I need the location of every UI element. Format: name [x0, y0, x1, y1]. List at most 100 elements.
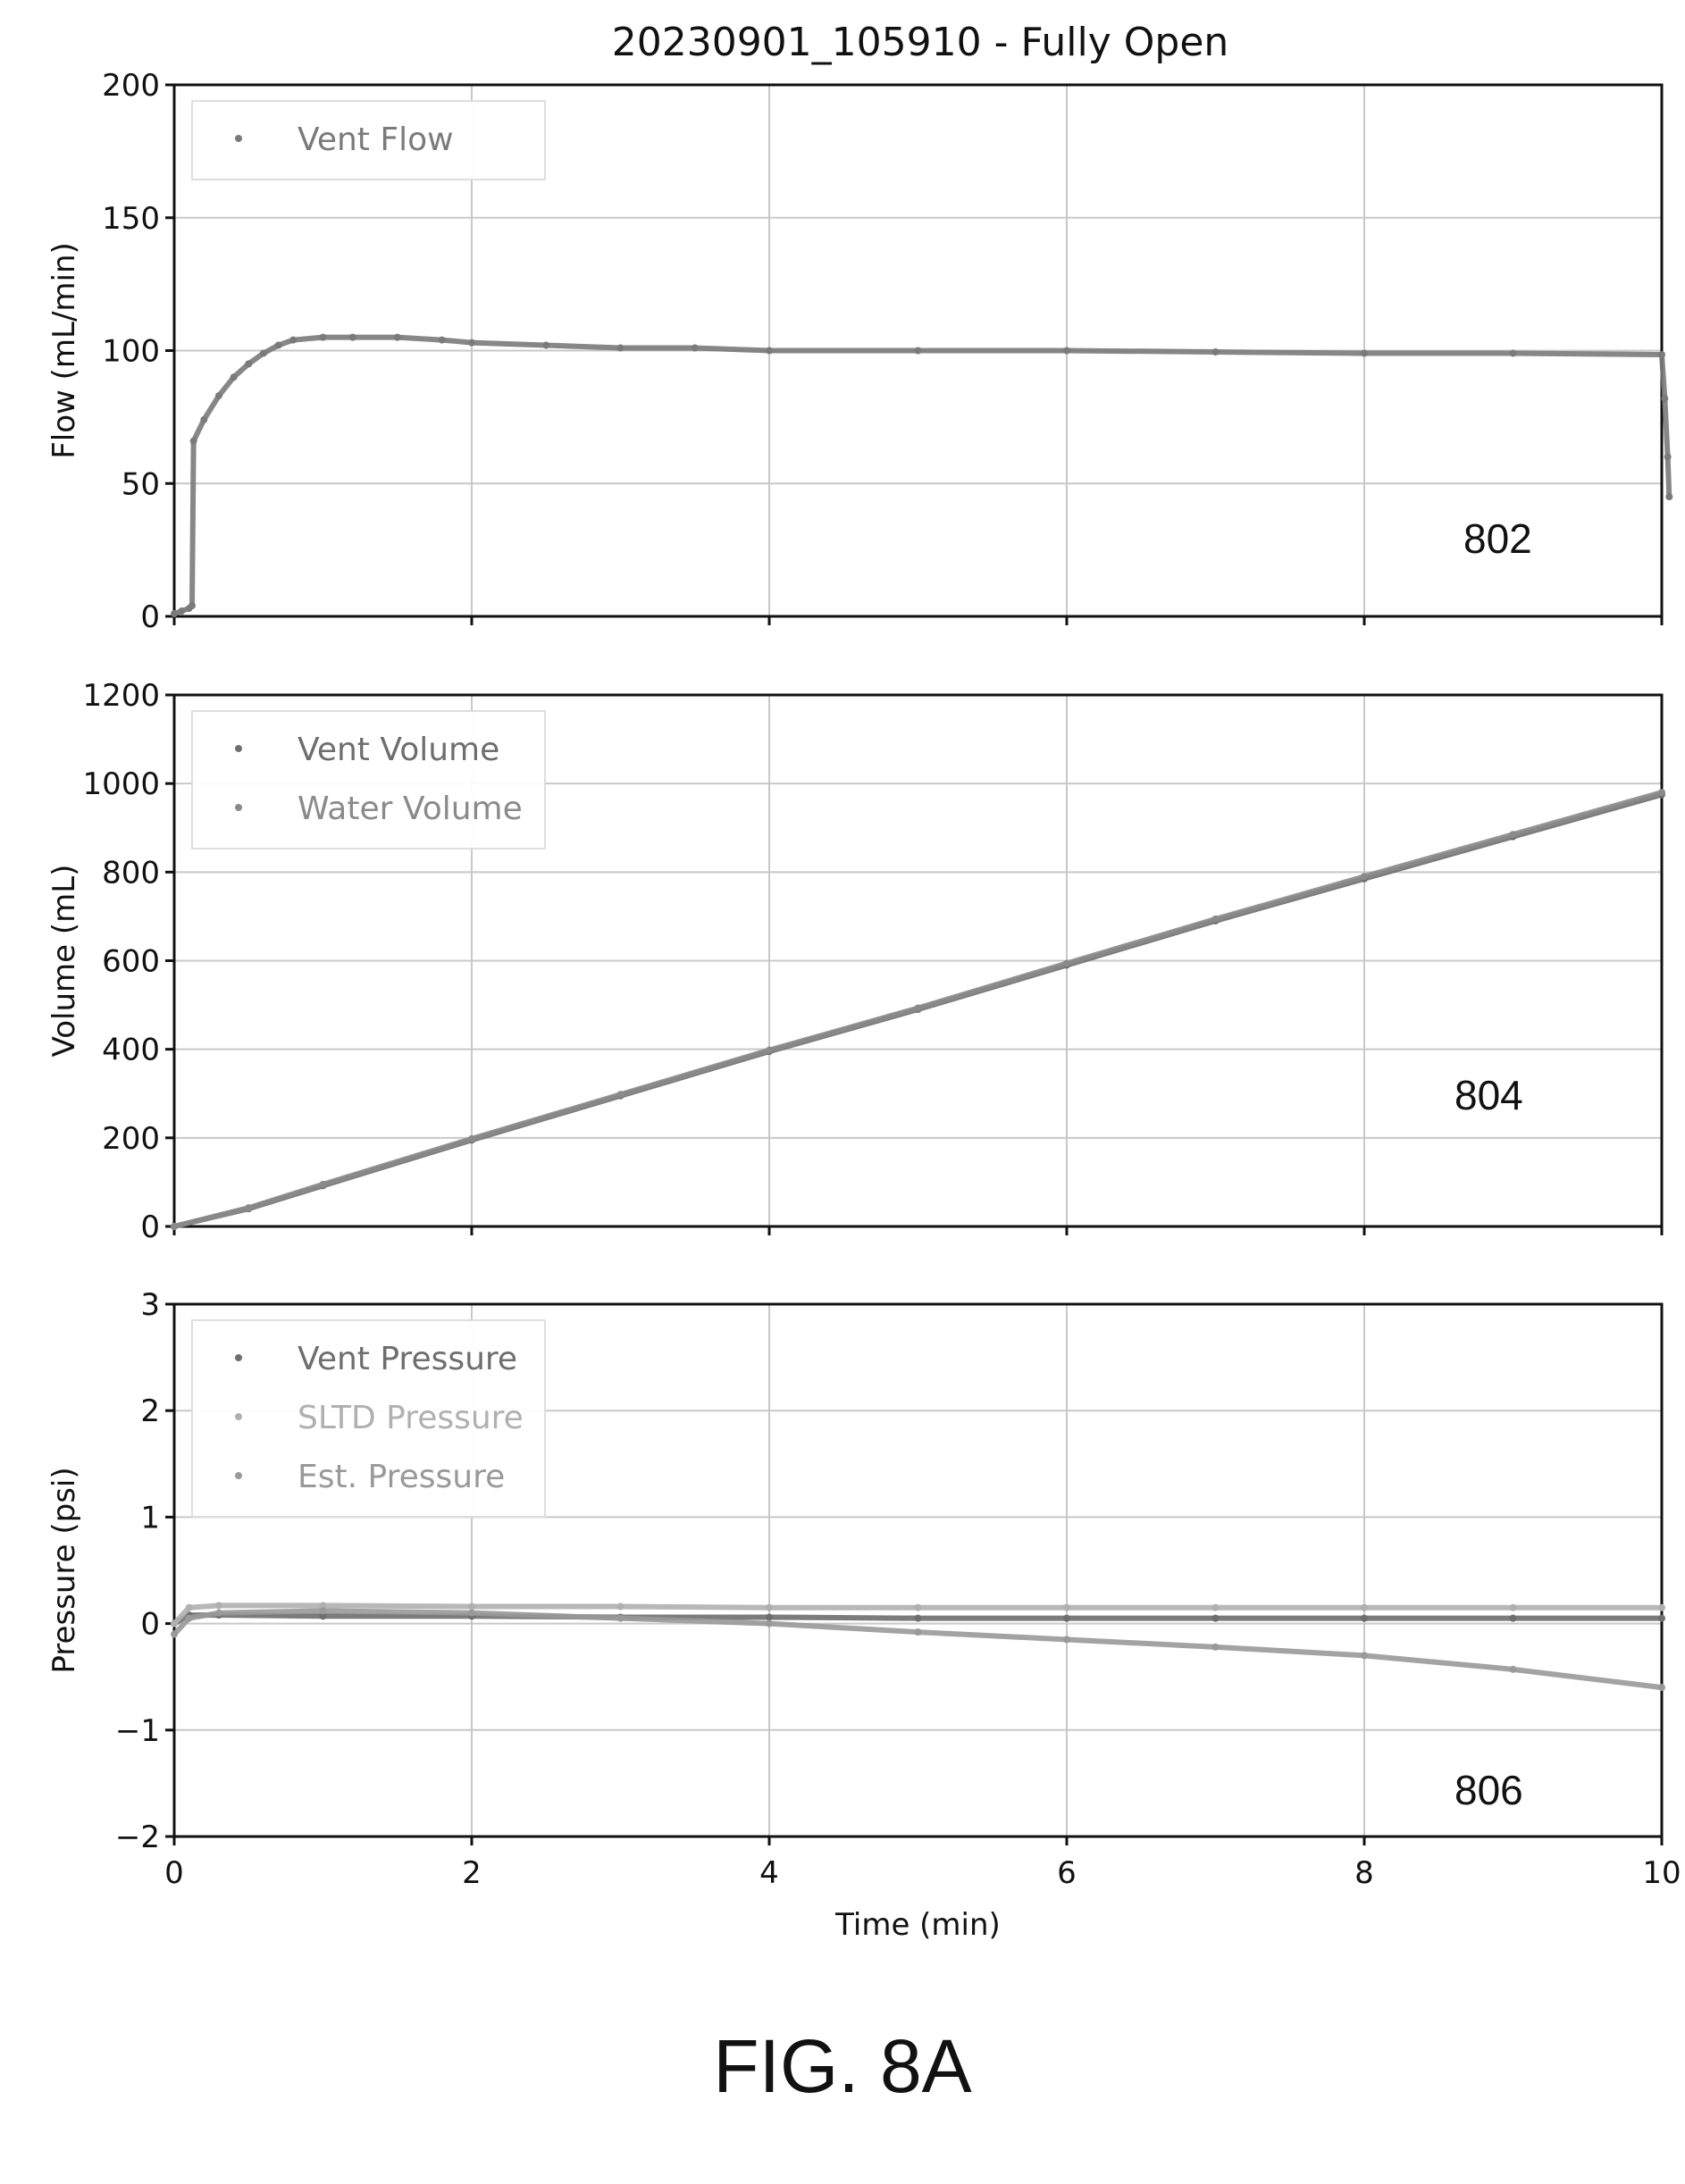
data-point — [1658, 789, 1665, 797]
data-point — [914, 1004, 922, 1012]
data-point — [171, 1223, 178, 1230]
legend-marker — [235, 745, 242, 752]
data-point — [200, 415, 208, 423]
data-point — [1658, 1603, 1665, 1611]
data-point — [245, 360, 253, 368]
data-point — [766, 347, 773, 355]
legend-box — [191, 1319, 546, 1518]
legend-marker — [235, 1354, 242, 1361]
data-point — [766, 1603, 773, 1611]
data-point — [914, 1628, 922, 1636]
panel-802: 0 50 100 150 200 Flow (mL/min) Vent Flow — [46, 68, 1673, 635]
data-point — [616, 1091, 625, 1099]
data-point — [766, 1046, 773, 1054]
data-point — [259, 349, 267, 357]
data-point — [914, 1603, 922, 1611]
data-point — [171, 610, 178, 618]
x-tick-label: 0 — [164, 1855, 184, 1891]
data-point — [1211, 915, 1220, 923]
data-point — [468, 1609, 475, 1617]
y-tick-label: 0 — [140, 1607, 160, 1643]
data-point — [1361, 1652, 1368, 1660]
y-tick-label: 50 — [122, 466, 160, 502]
data-point — [1361, 873, 1368, 881]
legend-label: Vent Flow — [298, 121, 454, 158]
legend-label: Vent Pressure — [298, 1341, 517, 1377]
series-vent-flow — [171, 333, 1673, 618]
data-point — [1063, 1614, 1070, 1622]
y-tick-label: 800 — [102, 855, 160, 891]
data-point — [1361, 349, 1368, 357]
panel-ref-806: 806 — [1454, 1767, 1523, 1813]
y-tick-label: 0 — [140, 599, 160, 635]
data-point — [616, 344, 625, 352]
series-water-volume — [171, 789, 1665, 1230]
data-point — [616, 1614, 625, 1622]
data-point — [914, 1614, 922, 1622]
y-axis-label: Volume (mL) — [46, 865, 82, 1058]
legend-box — [191, 710, 546, 849]
data-point — [230, 373, 238, 381]
data-point — [468, 1134, 475, 1142]
y-axis-label: Flow (mL/min) — [46, 242, 82, 459]
data-point — [766, 1619, 773, 1628]
series-est-pressure — [171, 1607, 1665, 1692]
data-point — [1361, 1614, 1368, 1622]
legend-marker — [235, 135, 242, 142]
data-point — [542, 341, 550, 349]
data-point — [1509, 1665, 1517, 1673]
data-point — [214, 392, 222, 400]
data-point — [319, 1180, 327, 1188]
data-point — [319, 1602, 327, 1610]
data-point — [393, 333, 401, 341]
y-tick-label: 200 — [102, 68, 160, 104]
legend-label: Vent Volume — [298, 732, 499, 768]
y-tick-label: 150 — [102, 201, 160, 237]
plot-frame — [172, 1302, 1664, 1838]
data-point — [214, 1609, 222, 1617]
data-point — [1509, 349, 1517, 357]
data-point — [188, 602, 196, 610]
data-point — [1658, 350, 1665, 358]
data-point — [171, 1619, 178, 1628]
data-point — [1509, 1603, 1517, 1611]
y-tick-label: 1200 — [82, 678, 160, 714]
x-tick-label: 6 — [1057, 1855, 1077, 1891]
legend-box — [191, 100, 546, 180]
data-point — [691, 344, 699, 352]
panel-ref-802: 802 — [1463, 515, 1532, 562]
y-tick-label: 1 — [140, 1500, 160, 1535]
x-tick-label: 8 — [1354, 1855, 1374, 1891]
legend-marker — [235, 1413, 242, 1420]
data-point — [178, 607, 186, 615]
data-point — [1063, 1636, 1070, 1644]
data-point — [348, 333, 356, 341]
data-point — [1211, 1643, 1220, 1651]
data-point — [1063, 347, 1070, 355]
x-axis-label: Time (min) — [834, 1907, 1001, 1943]
data-point — [1661, 395, 1669, 403]
y-tick-label: −1 — [115, 1713, 160, 1749]
data-point — [1509, 1614, 1517, 1622]
panel-806: −2 −1 0 1 2 3 0 2 4 6 8 10 Pressure (psi) Time (min) V… — [46, 1287, 1681, 1943]
y-tick-label: 0 — [140, 1209, 160, 1245]
x-tick-label: 2 — [462, 1855, 482, 1891]
data-point — [1509, 831, 1517, 839]
legend-label: Est. Pressure — [298, 1459, 505, 1495]
series-sltd-pressure — [171, 1602, 1665, 1628]
data-point — [438, 336, 446, 344]
data-point — [274, 341, 282, 349]
x-tick-label: 10 — [1642, 1855, 1681, 1891]
y-tick-label: −2 — [115, 1820, 160, 1855]
legend-marker — [235, 1472, 242, 1479]
data-point — [1665, 493, 1673, 501]
legend-label: Water Volume — [298, 791, 523, 827]
data-point — [1211, 1614, 1220, 1622]
series-line — [172, 1608, 1663, 1691]
data-point — [1664, 453, 1672, 461]
data-point — [1658, 1614, 1665, 1622]
figure-title: 20230901_105910 - Fully Open — [612, 20, 1229, 65]
data-point — [468, 1602, 475, 1611]
data-point — [1063, 959, 1070, 967]
x-tick-label: 4 — [759, 1855, 779, 1891]
